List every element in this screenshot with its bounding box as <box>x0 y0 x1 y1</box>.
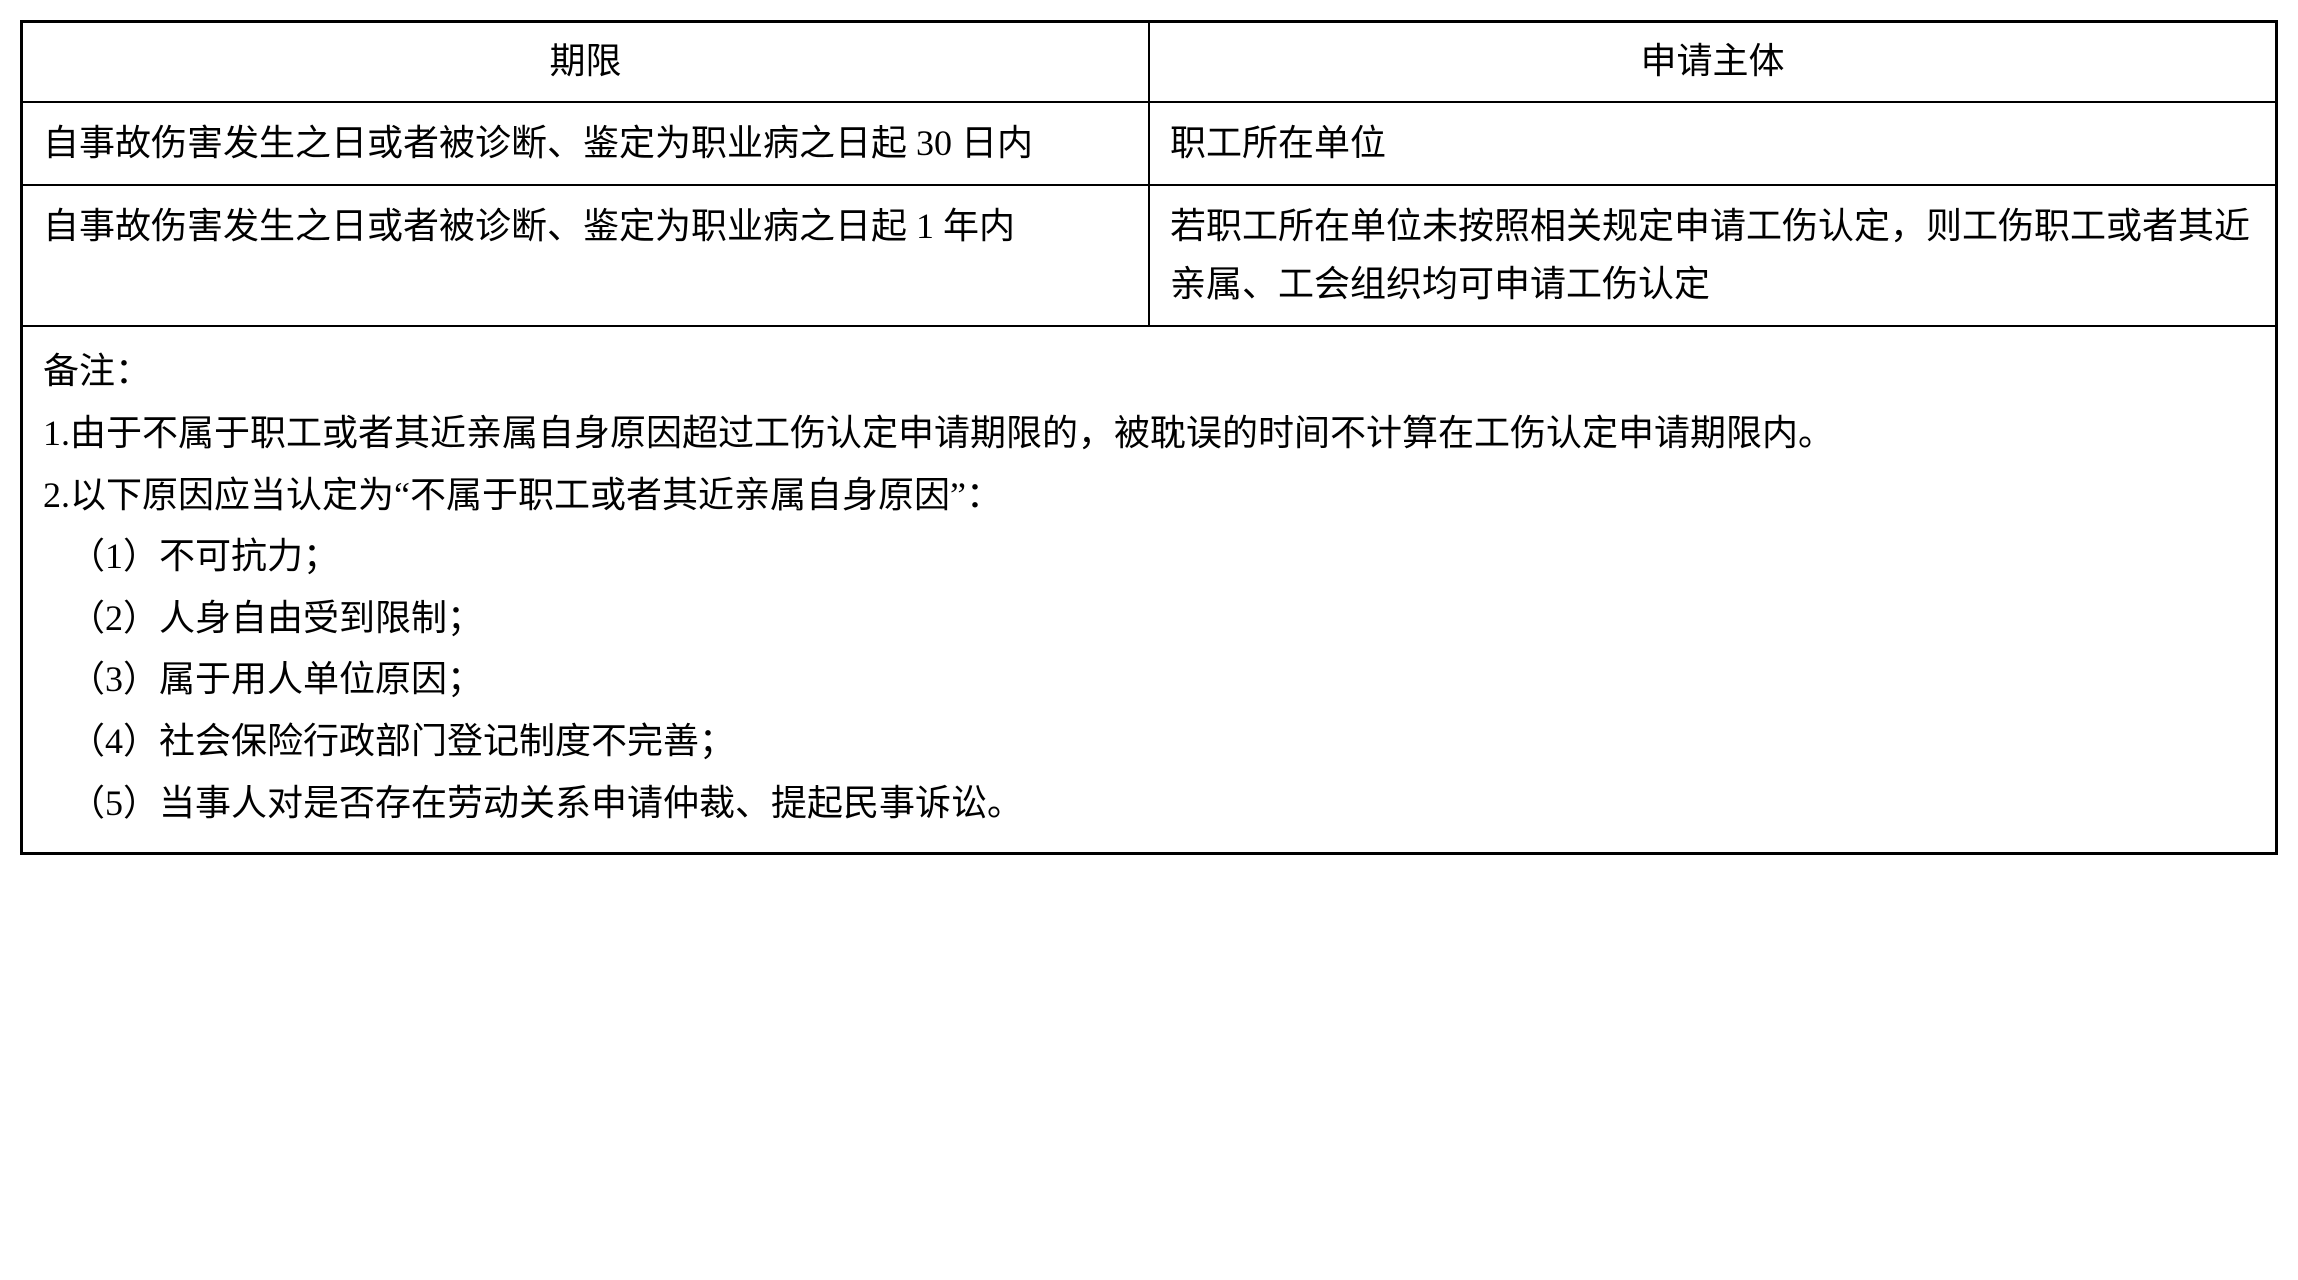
main-table: 期限 申请主体 自事故伤害发生之日或者被诊断、鉴定为职业病之日起 30 日内 职… <box>20 20 2278 855</box>
notes-title: 备注： <box>43 343 2255 401</box>
cell-applicant-0: 职工所在单位 <box>1149 102 2277 186</box>
notes-sub-list: （1）不可抗力； （2）人身自由受到限制； （3）属于用人单位原因； （4）社会… <box>43 528 2255 832</box>
sub-item-4: （5）当事人对是否存在劳动关系申请仲裁、提起民事诉讼。 <box>69 775 2255 833</box>
cell-applicant-1: 若职工所在单位未按照相关规定申请工伤认定，则工伤职工或者其近亲属、工会组织均可申… <box>1149 185 2277 326</box>
header-col-deadline: 期限 <box>22 22 1150 102</box>
document-container: 期限 申请主体 自事故伤害发生之日或者被诊断、鉴定为职业病之日起 30 日内 职… <box>20 20 2278 855</box>
header-col-applicant: 申请主体 <box>1149 22 2277 102</box>
table-header-row: 期限 申请主体 <box>22 22 2277 102</box>
cell-deadline-1: 自事故伤害发生之日或者被诊断、鉴定为职业病之日起 1 年内 <box>22 185 1150 326</box>
note-item-0: 1.由于不属于职工或者其近亲属自身原因超过工伤认定申请期限的，被耽误的时间不计算… <box>43 405 2255 463</box>
table-row: 自事故伤害发生之日或者被诊断、鉴定为职业病之日起 30 日内 职工所在单位 <box>22 102 2277 186</box>
table-row: 自事故伤害发生之日或者被诊断、鉴定为职业病之日起 1 年内 若职工所在单位未按照… <box>22 185 2277 326</box>
cell-deadline-0: 自事故伤害发生之日或者被诊断、鉴定为职业病之日起 30 日内 <box>22 102 1150 186</box>
sub-item-3: （4）社会保险行政部门登记制度不完善； <box>69 713 2255 771</box>
sub-item-0: （1）不可抗力； <box>69 528 2255 586</box>
sub-item-2: （3）属于用人单位原因； <box>69 651 2255 709</box>
sub-item-1: （2）人身自由受到限制； <box>69 590 2255 648</box>
note-item-1: 2.以下原因应当认定为“不属于职工或者其近亲属自身原因”： <box>43 467 2255 525</box>
notes-cell: 备注： 1.由于不属于职工或者其近亲属自身原因超过工伤认定申请期限的，被耽误的时… <box>22 326 2277 853</box>
notes-row: 备注： 1.由于不属于职工或者其近亲属自身原因超过工伤认定申请期限的，被耽误的时… <box>22 326 2277 853</box>
